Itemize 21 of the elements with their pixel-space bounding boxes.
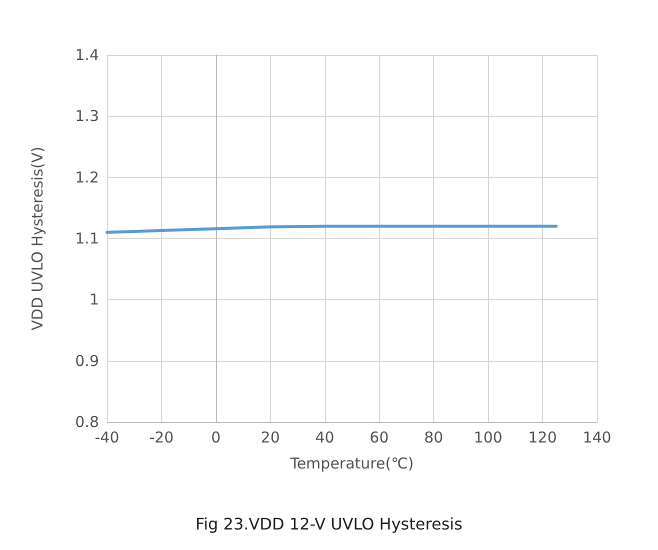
y-tick-label: 1.3 bbox=[75, 107, 99, 126]
x-tick-label: 0 bbox=[211, 428, 221, 446]
y-axis-title: VDD UVLO Hysteresis(V) bbox=[28, 146, 46, 330]
y-tick-label: 1.2 bbox=[75, 168, 99, 186]
x-tick-label: -40 bbox=[94, 428, 120, 446]
x-tick-label: 100 bbox=[474, 428, 502, 446]
x-tick-label: -20 bbox=[149, 428, 174, 446]
y-tick-label: 0.8 bbox=[75, 413, 99, 431]
x-axis-title: Temperature(℃) bbox=[289, 454, 414, 472]
y-tick-label: 1.1 bbox=[75, 230, 99, 248]
x-tick-label: 80 bbox=[424, 428, 444, 446]
y-tick-label: 0.9 bbox=[75, 352, 99, 370]
x-tick-label: 140 bbox=[582, 428, 612, 446]
caption: Fig 23.VDD 12-V UVLO Hysteresis bbox=[196, 514, 462, 534]
y-tick-label: 1.4 bbox=[75, 46, 99, 64]
x-tick-label: 20 bbox=[260, 428, 280, 446]
line-series bbox=[106, 224, 558, 234]
x-tick-label: 40 bbox=[315, 428, 334, 446]
y-tick-label: 1 bbox=[89, 290, 99, 309]
x-tick-label: 120 bbox=[528, 428, 557, 446]
x-tick-label: 60 bbox=[370, 428, 389, 446]
